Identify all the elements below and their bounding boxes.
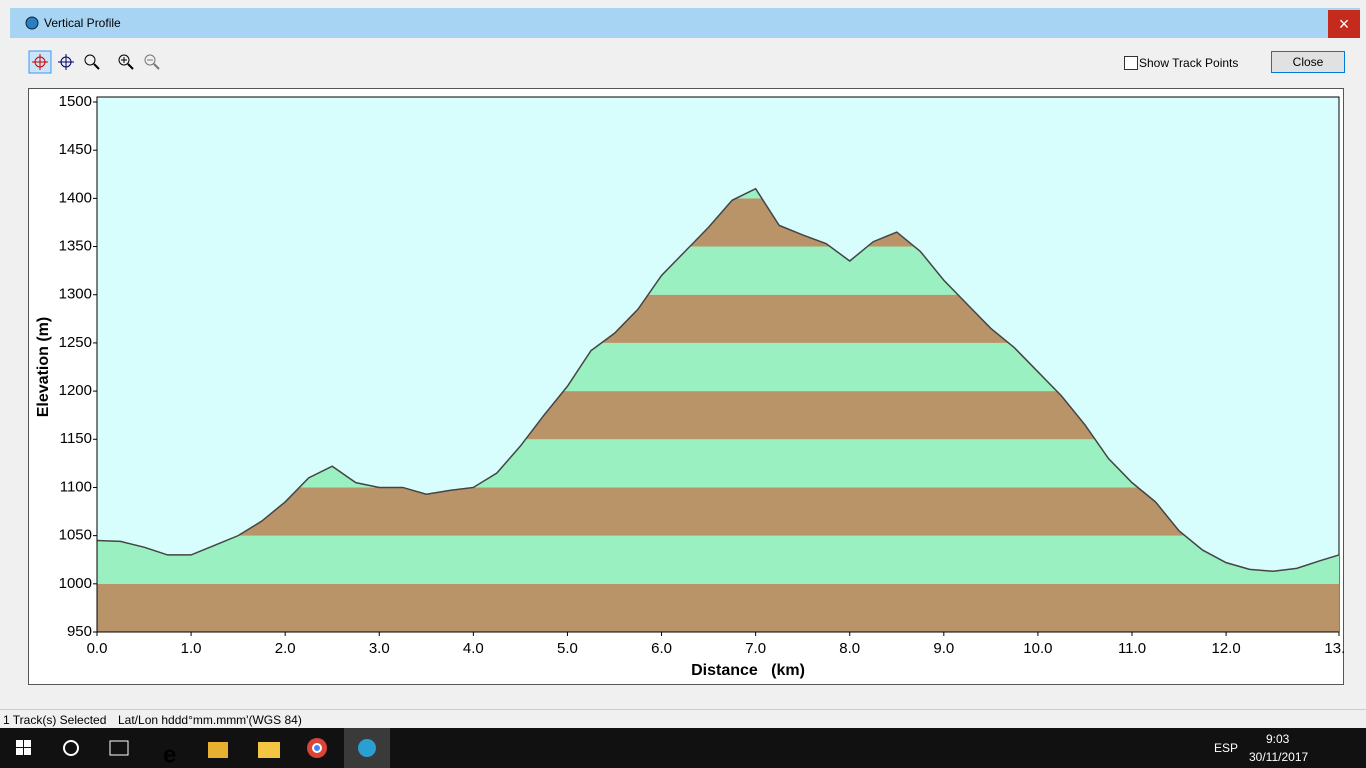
chart: 950 1000 1050 1100 1150 1200 1250 1300 1350 1400 1…	[28, 88, 1344, 685]
app-icon	[25, 16, 39, 30]
y-tick-label: 1250	[59, 334, 92, 351]
toolbar-icons	[28, 50, 160, 74]
x-tick-label: 3.0	[369, 640, 390, 657]
clock-date[interactable]: 30/11/2017	[1249, 750, 1309, 764]
x-tick-label: 11.0	[1118, 640, 1146, 657]
y-tick-label: 1300	[59, 286, 92, 303]
x-tick-label: 12.0	[1211, 640, 1240, 657]
language[interactable]: ESP	[1214, 741, 1239, 755]
title-bar	[10, 8, 1360, 38]
band	[97, 487, 1339, 536]
taskbar-icons: e	[16, 728, 390, 768]
status-tracks: 1 Track(s) Selected	[3, 713, 107, 727]
band	[97, 583, 1339, 632]
x-tick-label: 5.0	[557, 640, 578, 657]
x-tick-label: 1.0	[181, 640, 202, 657]
x-tick-label: 0.0	[87, 640, 108, 657]
band	[97, 535, 1339, 584]
x-tick-label: 9.0	[933, 640, 954, 657]
track-points-checkbox[interactable]	[1124, 56, 1138, 70]
close-button[interactable]: Close	[1271, 51, 1345, 73]
y-tick-label: 1150	[60, 430, 92, 447]
x-tick-label: 4.0	[463, 640, 484, 657]
y-tick-label: 1350	[59, 238, 92, 255]
status-coords: Lat/Lon hddd°mm.mmm'(WGS 84)	[118, 713, 302, 727]
window-title: Vertical Profile	[44, 16, 121, 30]
elevation-line	[96, 187, 1340, 573]
y-tick-label: 1000	[59, 575, 92, 592]
checkbox-label: Show Track Points	[1139, 56, 1239, 70]
y-tick-label: 1400	[59, 189, 92, 206]
y-tick-label: 1100	[60, 478, 92, 495]
y-tick-label: 950	[67, 623, 92, 640]
x-axis-title: Distance (km)	[691, 662, 805, 679]
zoom-in-tool[interactable]	[118, 54, 130, 66]
x-tick-label: 8.0	[839, 640, 860, 657]
y-axis-title: Elevation (m)	[35, 317, 52, 417]
y-tick-label: 1200	[59, 382, 92, 399]
x-tick-label: 10.0	[1023, 640, 1052, 657]
zoom-box-tool[interactable]	[84, 54, 96, 66]
x-tick-label: 7.0	[745, 640, 766, 657]
x-tick-label: 13.2	[1324, 640, 1344, 657]
y-tick-label: 1050	[59, 527, 92, 544]
status-bar: 1 Track(s) Selected Lat/Lon hddd°mm.mmm'…	[0, 709, 1366, 729]
clock-time[interactable]: 9:03	[1266, 732, 1290, 746]
x-tick-label: 2.0	[275, 640, 296, 657]
x-tick-label: 6.0	[651, 640, 672, 657]
close-window-button[interactable]: ×	[1328, 10, 1360, 38]
svg-text:e: e	[163, 741, 176, 768]
zoom-out-tool[interactable]	[144, 54, 156, 66]
y-tick-label: 1500	[59, 93, 92, 110]
y-tick-label: 1450	[59, 141, 92, 158]
taskbar: e ESP 9:03 30/11/2017	[0, 728, 1366, 768]
